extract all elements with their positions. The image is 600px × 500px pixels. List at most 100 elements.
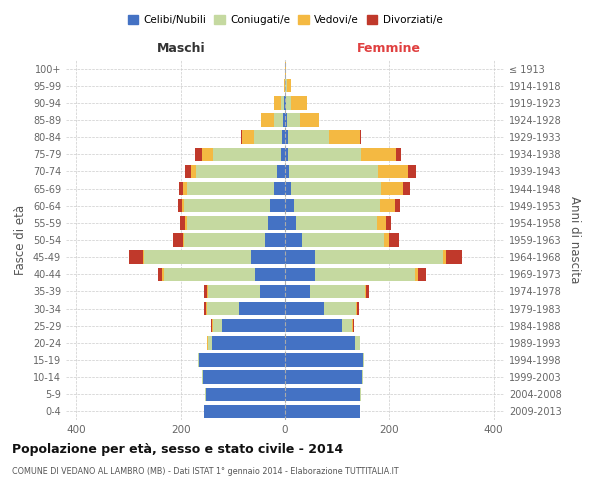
Bar xyxy=(358,302,359,316)
Bar xyxy=(363,354,364,366)
Bar xyxy=(164,268,255,281)
Bar xyxy=(274,114,283,126)
Bar xyxy=(205,388,206,401)
Bar xyxy=(199,354,285,366)
Bar xyxy=(285,114,287,126)
Bar xyxy=(277,164,285,178)
Bar xyxy=(143,250,144,264)
Bar xyxy=(274,96,281,110)
Bar xyxy=(285,319,343,332)
Bar xyxy=(208,284,260,298)
Text: Maschi: Maschi xyxy=(157,42,205,55)
Bar xyxy=(187,182,274,196)
Bar xyxy=(361,148,396,161)
Bar xyxy=(260,284,285,298)
Y-axis label: Anni di nascita: Anni di nascita xyxy=(568,196,581,284)
Bar xyxy=(285,164,289,178)
Bar xyxy=(206,388,285,401)
Bar xyxy=(315,268,415,281)
Bar xyxy=(353,319,354,332)
Bar xyxy=(285,336,355,349)
Bar xyxy=(180,216,185,230)
Bar xyxy=(285,234,302,246)
Bar xyxy=(378,164,408,178)
Bar xyxy=(285,62,286,76)
Bar xyxy=(206,302,207,316)
Bar xyxy=(285,388,359,401)
Bar xyxy=(239,302,285,316)
Bar xyxy=(362,370,363,384)
Bar xyxy=(386,216,391,230)
Bar xyxy=(196,164,277,178)
Bar xyxy=(310,284,365,298)
Bar xyxy=(285,96,286,110)
Bar xyxy=(203,370,285,384)
Bar xyxy=(283,114,285,126)
Bar xyxy=(207,284,208,298)
Bar xyxy=(367,284,369,298)
Bar xyxy=(208,336,212,349)
Bar xyxy=(286,96,291,110)
Bar xyxy=(287,79,291,92)
Bar xyxy=(184,199,271,212)
Bar xyxy=(285,370,362,384)
Bar xyxy=(187,216,268,230)
Bar xyxy=(355,336,359,349)
Bar xyxy=(359,130,361,144)
Bar xyxy=(242,130,254,144)
Bar xyxy=(184,234,265,246)
Bar xyxy=(204,302,206,316)
Bar xyxy=(281,148,285,161)
Bar xyxy=(163,268,164,281)
Bar xyxy=(271,199,285,212)
Bar xyxy=(204,284,207,298)
Bar xyxy=(158,268,163,281)
Bar xyxy=(212,319,213,332)
Bar xyxy=(261,114,274,126)
Bar xyxy=(285,79,287,92)
Y-axis label: Fasce di età: Fasce di età xyxy=(14,205,27,275)
Bar xyxy=(285,302,324,316)
Bar xyxy=(241,130,242,144)
Bar xyxy=(396,148,401,161)
Bar xyxy=(291,96,307,110)
Bar xyxy=(255,268,285,281)
Bar xyxy=(202,370,203,384)
Bar xyxy=(178,199,182,212)
Bar xyxy=(265,234,285,246)
Bar xyxy=(403,182,410,196)
Bar xyxy=(443,250,446,264)
Text: Femmine: Femmine xyxy=(357,42,421,55)
Bar xyxy=(144,250,251,264)
Bar xyxy=(446,250,462,264)
Bar xyxy=(173,234,183,246)
Bar xyxy=(380,199,395,212)
Bar xyxy=(418,268,426,281)
Bar xyxy=(254,130,283,144)
Bar xyxy=(296,216,377,230)
Bar xyxy=(295,199,380,212)
Legend: Celibi/Nubili, Coniugati/e, Vedovi/e, Divorziati/e: Celibi/Nubili, Coniugati/e, Vedovi/e, Di… xyxy=(124,11,446,30)
Bar xyxy=(198,354,199,366)
Bar xyxy=(302,234,384,246)
Bar xyxy=(207,336,208,349)
Bar xyxy=(251,250,285,264)
Bar xyxy=(352,319,353,332)
Bar xyxy=(284,79,285,92)
Text: COMUNE DI VEDANO AL LAMBRO (MB) - Dati ISTAT 1° gennaio 2014 - Elaborazione TUTT: COMUNE DI VEDANO AL LAMBRO (MB) - Dati I… xyxy=(12,468,398,476)
Bar xyxy=(211,319,212,332)
Bar xyxy=(196,148,202,161)
Bar xyxy=(128,250,143,264)
Bar xyxy=(415,268,418,281)
Bar xyxy=(289,164,378,178)
Bar xyxy=(207,302,239,316)
Bar xyxy=(285,268,315,281)
Bar xyxy=(343,319,352,332)
Bar xyxy=(356,302,358,316)
Bar xyxy=(389,234,398,246)
Bar xyxy=(281,96,284,110)
Bar xyxy=(285,130,287,144)
Bar xyxy=(381,182,403,196)
Bar xyxy=(287,130,329,144)
Bar xyxy=(287,114,299,126)
